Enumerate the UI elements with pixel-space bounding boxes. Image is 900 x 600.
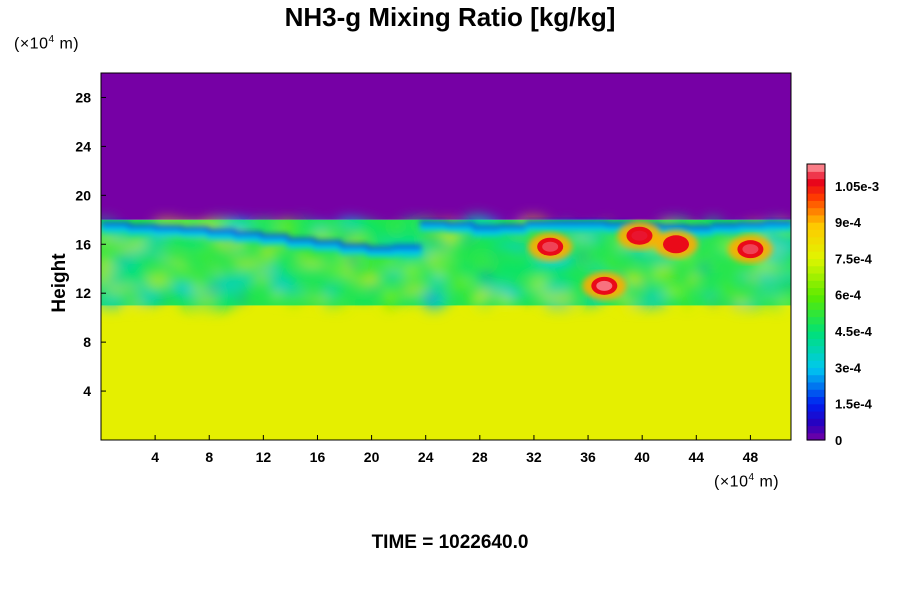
colorbar-band-14 <box>807 331 825 339</box>
x-tick-label-3: 16 <box>310 449 326 465</box>
colorbar-band-15 <box>807 323 825 332</box>
colorbar: 0 1.5e-4 3e-4 4.5e-4 6e-4 7.5e-4 9e-4 1.05e-3 <box>806 163 879 448</box>
chart-title: NH3-g Mixing Ratio [kg/kg] <box>284 2 616 32</box>
x-unit-label: (×104 m) <box>714 472 780 491</box>
colorbar-label-7: 1.05e-3 <box>835 179 879 194</box>
colorbar-band-6 <box>807 389 825 398</box>
colorbar-label-6: 9e-4 <box>835 215 862 230</box>
colorbar-band-27 <box>807 236 825 245</box>
hotspot-3 <box>654 230 698 259</box>
x-tick-label-9: 40 <box>634 449 650 465</box>
field-region-1 <box>101 73 791 220</box>
plot-area <box>101 73 791 440</box>
colorbar-label-2: 3e-4 <box>835 360 862 375</box>
hotspot-1 <box>528 232 573 261</box>
colorbar-band-23 <box>807 265 825 274</box>
colorbar-band-32 <box>807 200 825 209</box>
colorbar-band-28 <box>807 229 825 238</box>
hotspot-4 <box>728 235 773 264</box>
colorbar-label-4: 6e-4 <box>835 288 862 303</box>
colorbar-band-30 <box>807 214 825 223</box>
x-tick-label-2: 12 <box>256 449 272 465</box>
colorbar-band-36 <box>807 171 825 180</box>
y-tick-label-2: 12 <box>75 285 91 301</box>
colorbar-band-12 <box>807 345 825 354</box>
colorbar-band-26 <box>807 243 825 252</box>
y-tick-label-0: 4 <box>83 383 91 399</box>
colorbar-band-13 <box>807 338 825 347</box>
colorbar-band-25 <box>807 251 825 260</box>
y-tick-label-1: 8 <box>83 334 91 350</box>
y-tick-label-3: 16 <box>75 236 91 252</box>
colorbar-band-18 <box>807 302 825 310</box>
x-tick-label-10: 44 <box>689 449 705 465</box>
colorbar-band-33 <box>807 193 825 201</box>
colorbar-band-9 <box>807 367 825 376</box>
colorbar-band-20 <box>807 287 825 296</box>
colorbar-band-11 <box>807 352 825 361</box>
x-tick-label-11: 48 <box>743 449 759 465</box>
colorbar-band-3 <box>807 410 825 419</box>
transition-texture <box>101 214 791 313</box>
colorbar-band-17 <box>807 309 825 318</box>
colorbar-band-10 <box>807 360 825 368</box>
y-tick-label-5: 24 <box>75 138 91 154</box>
x-tick-label-1: 8 <box>205 449 213 465</box>
colorbar-band-19 <box>807 294 825 303</box>
colorbar-band-34 <box>807 185 825 194</box>
colorbar-band-22 <box>807 272 825 281</box>
colorbar-band-2 <box>807 418 825 427</box>
colorbar-band-16 <box>807 316 825 325</box>
y-tick-label-6: 28 <box>75 89 91 105</box>
colorbar-band-0 <box>807 432 825 441</box>
hotspot-2 <box>617 221 662 250</box>
colorbar-label-5: 7.5e-4 <box>835 251 873 266</box>
x-tick-label-7: 32 <box>526 449 542 465</box>
hotspot-0 <box>582 271 627 300</box>
field-region-0 <box>101 305 791 440</box>
colorbar-band-5 <box>807 396 825 405</box>
colorbar-label-3: 4.5e-4 <box>835 324 873 339</box>
colorbar-band-21 <box>807 280 825 289</box>
x-tick-label-4: 20 <box>364 449 380 465</box>
x-tick-label-5: 24 <box>418 449 434 465</box>
time-label: TIME = 1022640.0 <box>371 532 529 553</box>
colorbar-band-7 <box>807 381 825 390</box>
colorbar-band-35 <box>807 178 825 187</box>
colorbar-label-0: 0 <box>835 433 842 448</box>
y-unit-label: (×104 m) <box>14 34 80 53</box>
colorbar-band-29 <box>807 222 825 230</box>
x-tick-label-0: 4 <box>151 449 159 465</box>
colorbar-band-4 <box>807 403 825 412</box>
colorbar-band-1 <box>807 425 825 434</box>
x-tick-label-8: 36 <box>580 449 596 465</box>
colorbar-band-31 <box>807 207 825 216</box>
y-tick-label-4: 20 <box>75 187 91 203</box>
colorbar-band-8 <box>807 374 825 383</box>
colorbar-band-37 <box>807 164 825 172</box>
colorbar-band-24 <box>807 258 825 267</box>
colorbar-label-1: 1.5e-4 <box>835 397 873 412</box>
x-tick-label-6: 28 <box>472 449 488 465</box>
colorbar-frame <box>806 163 826 441</box>
plot-frame <box>100 72 792 441</box>
